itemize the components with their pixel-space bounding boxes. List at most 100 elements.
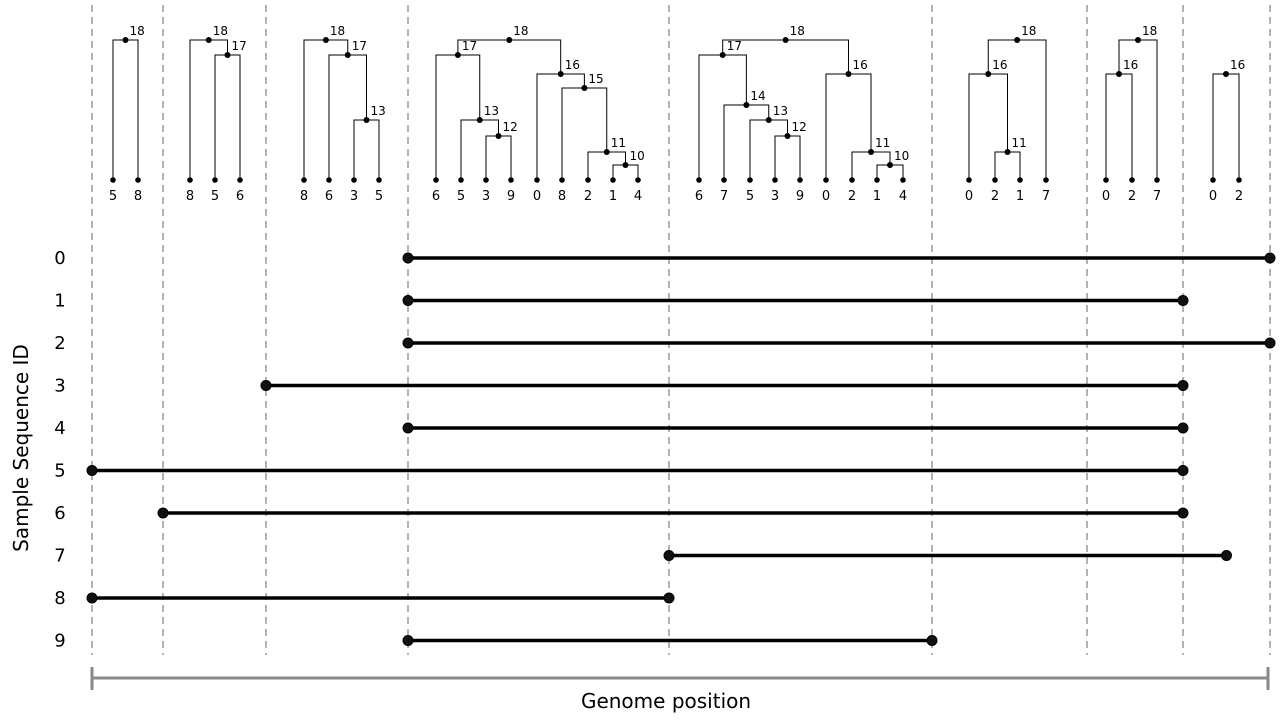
leaf-node [1154, 177, 1160, 183]
interval-end-cap [1177, 380, 1189, 391]
internal-node [363, 117, 370, 123]
leaf-node [326, 177, 332, 183]
internal-node-label: 17 [462, 39, 477, 53]
internal-node [344, 52, 351, 58]
local-tree-0: 5 8 18 [109, 24, 145, 204]
internal-node-label: 13 [371, 104, 386, 118]
leaf-label: 3 [771, 189, 779, 204]
local-tree-2: 8 6 3 5 13 17 18 [300, 24, 386, 204]
internal-node [1116, 71, 1122, 77]
leaf-node [458, 177, 464, 183]
leaf-node [849, 177, 855, 183]
internal-node-label: 11 [611, 136, 626, 150]
sample-id-label: 1 [54, 291, 65, 312]
tree-edge [994, 151, 1021, 180]
tree-edge [851, 151, 891, 180]
sample-id-label: 4 [54, 418, 65, 439]
interval-start-cap [402, 337, 414, 349]
leaf-label: 7 [1153, 189, 1161, 204]
internal-node-label: 17 [232, 39, 247, 53]
interval-start-cap [663, 550, 675, 561]
leaf-label: 2 [584, 189, 592, 204]
internal-node-label: 18 [130, 24, 145, 38]
internal-node [1223, 71, 1229, 77]
leaf-node [696, 177, 702, 183]
interval-end-cap [1177, 465, 1189, 476]
leaf-node [1236, 177, 1242, 183]
x-axis-title: Genome position [581, 689, 751, 713]
leaf-node [433, 177, 439, 183]
leaf-node [110, 177, 116, 183]
internal-node [845, 71, 852, 77]
leaf-node [187, 177, 193, 183]
leaf-node [900, 177, 906, 183]
genome-axis: Genome position [90, 667, 1270, 713]
leaf-label: 8 [300, 189, 308, 204]
y-axis-title: Sample Sequence ID [9, 344, 33, 552]
internal-node [476, 117, 483, 123]
tree-edge [774, 135, 801, 180]
interval-start-cap [86, 465, 98, 476]
leaf-node [635, 177, 641, 183]
leaf-label: 7 [720, 189, 728, 204]
leaf-node [483, 177, 489, 183]
internal-node-label: 17 [352, 39, 367, 53]
leaf-label: 6 [432, 189, 440, 204]
internal-node-label: 18 [790, 24, 805, 38]
internal-node [765, 117, 772, 123]
tree-edge [214, 54, 241, 180]
leaf-node [610, 177, 616, 183]
leaf-node [823, 177, 829, 183]
internal-node [454, 52, 461, 58]
internal-node-label: 12 [792, 120, 807, 134]
interval-start-cap [86, 592, 98, 604]
local-tree-1: 8 5 6 17 18 [186, 24, 247, 204]
internal-node-label: 14 [750, 89, 765, 103]
interval-end-cap [1177, 422, 1189, 434]
internal-node-label: 10 [630, 149, 645, 163]
internal-node [743, 102, 750, 108]
leaf-label: 5 [457, 189, 465, 204]
leaf-label: 2 [991, 189, 999, 204]
interval-end-cap [663, 592, 675, 604]
internal-node [122, 37, 129, 43]
tree-edge [303, 39, 349, 180]
leaf-node [301, 177, 307, 183]
leaf-label: 2 [848, 189, 856, 204]
interval-start-cap [402, 422, 414, 434]
internal-node [581, 85, 588, 91]
leaf-node [797, 177, 803, 183]
internal-node-label: 12 [503, 120, 518, 134]
leaf-label: 3 [482, 189, 490, 204]
internal-node [782, 37, 789, 43]
leaf-label: 5 [109, 189, 117, 204]
tree-edge [723, 104, 770, 180]
leaf-node [1210, 177, 1216, 183]
leaf-label: 5 [375, 189, 383, 204]
internal-node-label: 10 [894, 149, 909, 163]
internal-node [1014, 37, 1021, 43]
internal-node [985, 71, 992, 77]
leaf-label: 3 [350, 189, 358, 204]
sample-id-label: 7 [54, 546, 65, 567]
leaf-node [212, 177, 218, 183]
leaf-node [1017, 177, 1023, 183]
sample-id-label: 5 [54, 461, 65, 482]
tree-edge [825, 73, 872, 180]
interval-start-cap [260, 380, 272, 391]
internal-node-label: 18 [213, 24, 228, 38]
interval-end-cap [1221, 550, 1232, 561]
genome-axis-line [90, 667, 1270, 690]
leaf-node [585, 177, 591, 183]
sample-id-label: 3 [54, 376, 65, 397]
sample-id-label: 2 [54, 333, 65, 354]
sample-id-label: 0 [54, 248, 65, 269]
leaf-label: 0 [822, 189, 830, 204]
tree-edge [189, 39, 228, 180]
tree-edge [435, 54, 481, 180]
tree-edge [460, 119, 499, 180]
tree-edge [749, 119, 788, 180]
local-tree-6: 0 2 7 16 18 [1102, 24, 1161, 204]
internal-node [1004, 149, 1011, 155]
